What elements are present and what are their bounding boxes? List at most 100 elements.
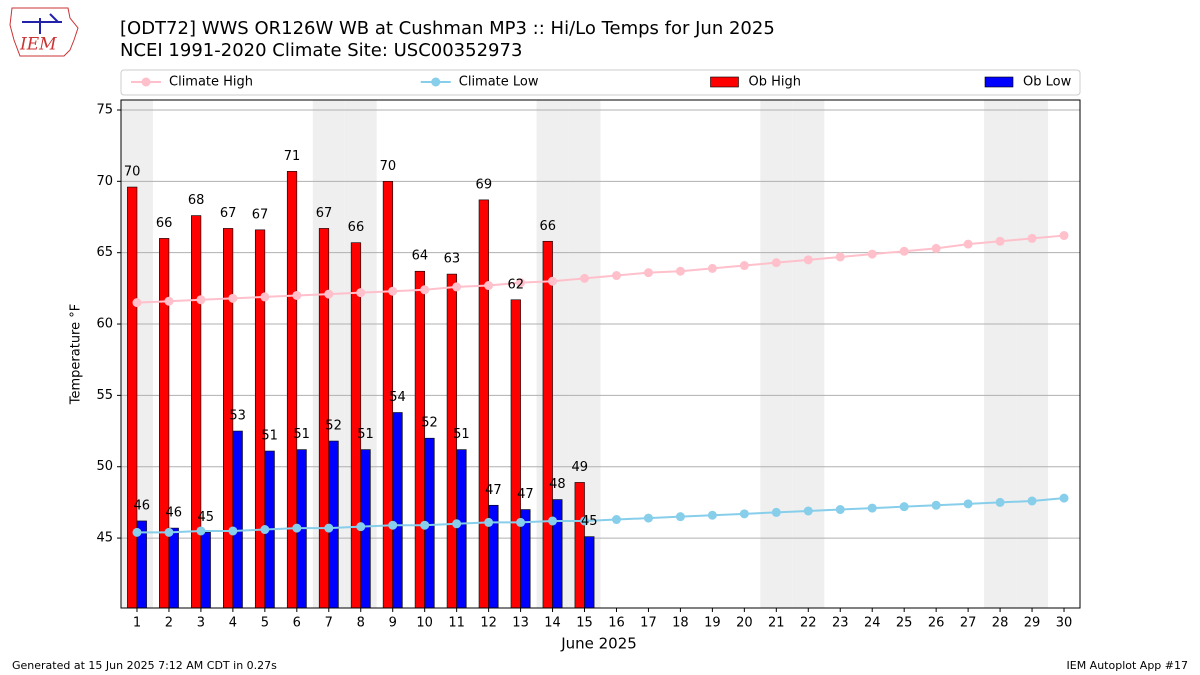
bar — [168, 527, 179, 609]
data-label: 53 — [229, 409, 246, 424]
bar — [392, 412, 403, 609]
marker — [1059, 231, 1069, 241]
bar — [286, 171, 298, 609]
x-tick-label: 10 — [416, 616, 433, 631]
marker — [675, 266, 685, 276]
marker — [835, 505, 845, 515]
marker — [963, 499, 973, 509]
y-tick-label: 75 — [96, 102, 113, 117]
legend-label: Ob High — [749, 75, 802, 90]
data-label: 52 — [325, 419, 342, 434]
marker — [516, 278, 526, 288]
marker — [803, 506, 813, 516]
marker — [867, 249, 877, 259]
marker — [484, 281, 494, 291]
marker — [164, 527, 174, 537]
data-label: 54 — [389, 390, 406, 405]
bar — [574, 482, 585, 609]
data-label: 46 — [134, 498, 151, 513]
x-tick-label: 29 — [1024, 616, 1041, 631]
marker — [707, 510, 717, 520]
bar — [414, 270, 425, 609]
footer-right: IEM Autoplot App #17 — [1067, 659, 1189, 672]
chart-title: [ODT72] WWS OR126W WB at Cushman MP3 :: … — [120, 18, 775, 39]
x-tick-label: 19 — [704, 616, 721, 631]
line — [136, 234, 1065, 304]
x-tick-label: 28 — [992, 616, 1009, 631]
x-tick-label: 18 — [672, 616, 689, 631]
marker — [484, 517, 494, 527]
x-tick-label: 16 — [608, 616, 625, 631]
marker — [324, 523, 334, 533]
plot-frame — [120, 99, 1081, 609]
y-tick-label: 65 — [96, 245, 113, 260]
data-label: 48 — [549, 477, 566, 492]
marker — [324, 289, 334, 299]
x-tick-label: 26 — [928, 616, 945, 631]
marker — [739, 509, 749, 519]
x-tick-label: 2 — [165, 616, 173, 631]
marker — [164, 296, 174, 306]
marker — [739, 261, 749, 271]
data-label: 69 — [476, 177, 493, 192]
data-label: 45 — [581, 514, 598, 529]
data-label: 68 — [188, 193, 205, 208]
marker — [835, 252, 845, 262]
marker — [228, 526, 238, 536]
bar — [200, 532, 211, 609]
bar — [584, 536, 595, 609]
marker — [771, 507, 781, 517]
data-label: 64 — [412, 249, 429, 264]
data-label: 49 — [571, 460, 588, 475]
x-tick-label: 5 — [261, 616, 269, 631]
x-tick-label: 23 — [832, 616, 849, 631]
data-label: 66 — [156, 216, 173, 231]
data-label: 70 — [380, 159, 397, 174]
x-tick-label: 30 — [1056, 616, 1073, 631]
data-label: 51 — [357, 427, 374, 442]
marker — [292, 523, 302, 533]
data-label: 67 — [252, 207, 269, 222]
bar — [191, 215, 202, 609]
logo-outline — [9, 7, 79, 57]
legend-swatch — [431, 77, 441, 87]
marker — [452, 282, 462, 292]
marker — [452, 519, 462, 529]
legend-box — [120, 69, 1081, 96]
x-tick-label: 7 — [325, 616, 333, 631]
logo-icon — [22, 13, 62, 34]
weekend-shade — [792, 100, 825, 608]
marker — [132, 527, 142, 537]
marker — [356, 522, 366, 532]
marker — [1027, 233, 1037, 243]
data-label: 51 — [293, 427, 310, 442]
data-label: 47 — [517, 487, 534, 502]
marker — [643, 268, 653, 278]
legend-label: Climate High — [169, 75, 253, 90]
marker — [548, 276, 558, 286]
data-label: 66 — [539, 219, 556, 234]
weekend-shade — [1016, 100, 1049, 608]
data-label: 66 — [348, 220, 365, 235]
marker — [611, 271, 621, 281]
x-axis-label: June 2025 — [560, 635, 637, 653]
marker — [899, 246, 909, 256]
marker — [995, 236, 1005, 246]
data-label: 63 — [444, 252, 461, 267]
x-tick-label: 27 — [960, 616, 977, 631]
bar — [232, 430, 243, 609]
data-label: 51 — [453, 427, 470, 442]
y-tick-label: 50 — [96, 459, 113, 474]
data-label: 62 — [508, 277, 525, 292]
x-tick-label: 12 — [480, 616, 497, 631]
weekend-shade — [760, 100, 793, 608]
marker — [1059, 493, 1069, 503]
legend-label: Climate Low — [459, 75, 539, 90]
marker — [388, 520, 398, 530]
x-tick-label: 11 — [448, 616, 465, 631]
marker — [420, 520, 430, 530]
x-tick-label: 4 — [229, 616, 237, 631]
x-tick-label: 25 — [896, 616, 913, 631]
bar — [159, 238, 170, 609]
